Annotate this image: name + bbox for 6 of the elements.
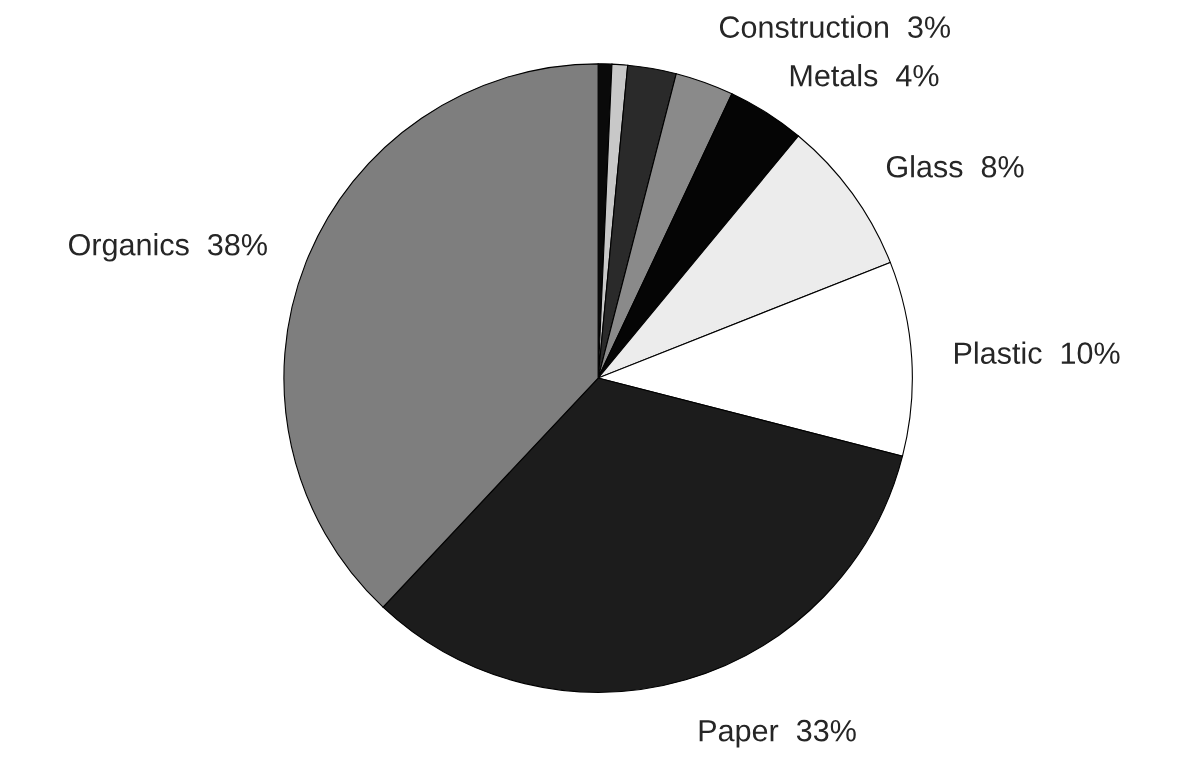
slice-label: Organics 38% [69,233,267,262]
slice-label: Plastic 10% [955,341,1120,364]
slice-label: Glass 8% [886,155,1024,178]
slice-label: Paper 33% [699,719,856,748]
slice-label: Construction 3% [719,15,950,38]
slice-label: Metals 4% [790,64,939,87]
